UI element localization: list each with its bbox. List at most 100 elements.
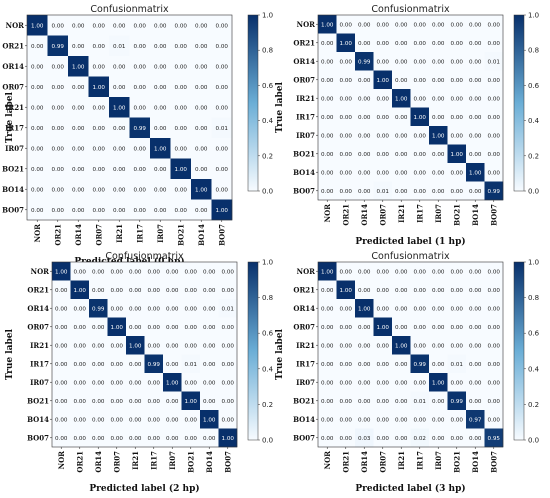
heatmap-cell <box>70 317 90 337</box>
cell-value-label: 1.00 <box>377 78 390 84</box>
cell-value-label: 0.00 <box>321 96 334 102</box>
heatmap-cell <box>447 336 467 355</box>
heatmap-cell <box>466 299 485 318</box>
cell-value-label: 0.00 <box>358 343 371 349</box>
heatmap-cell <box>373 181 393 201</box>
x-tick-label: OR14 <box>360 204 369 226</box>
cell-value-label: 0.00 <box>93 23 106 29</box>
cell-value-label: 0.00 <box>74 417 87 423</box>
heatmap-cell <box>47 35 69 57</box>
heatmap-cell <box>484 33 504 53</box>
heatmap-cell <box>466 89 485 108</box>
cell-value-label: 0.00 <box>74 269 87 275</box>
heatmap-cell <box>318 107 337 127</box>
heatmap-cell <box>484 181 504 201</box>
cell-value-label: 0.00 <box>93 44 106 50</box>
cell-value-label: 1.00 <box>216 208 229 214</box>
heatmap-cell <box>336 280 356 300</box>
heatmap-cell <box>429 428 448 448</box>
heatmap-cell <box>47 117 69 139</box>
cell-value-label: 0.99 <box>148 362 161 368</box>
heatmap-cell <box>484 336 504 355</box>
cell-value-label: 0.00 <box>395 22 408 28</box>
heatmap-cell <box>47 179 69 200</box>
cell-value-label: 0.01 <box>488 59 501 65</box>
cell-value-label: 0.00 <box>175 146 188 152</box>
cell-value-label: 0.00 <box>154 23 167 29</box>
heatmap-cell <box>27 35 48 57</box>
x-tick-label: IR21 <box>397 204 406 223</box>
heatmap-cell <box>144 428 164 448</box>
heatmap-cell <box>484 70 504 90</box>
cell-value-label: 0.00 <box>52 208 65 214</box>
heatmap-cell <box>355 163 374 182</box>
cell-value-label: 0.00 <box>469 380 482 386</box>
heatmap-cell <box>144 299 164 318</box>
heatmap-cell <box>70 428 90 448</box>
colorbar-tick-label: 0.2 <box>262 401 273 409</box>
heatmap-cell <box>218 373 238 392</box>
colorbar-tick-label: 0.4 <box>528 117 540 125</box>
cell-value-label: 0.00 <box>340 380 353 386</box>
confusion-matrix-panel-1: Confusionmatrix 1.00 0.00 0.00 0.00 0.00 0.00 0… <box>275 4 540 247</box>
heatmap-cell <box>163 373 182 392</box>
heatmap-cell <box>52 373 71 392</box>
cell-value-label: 0.00 <box>113 208 126 214</box>
heatmap-cell <box>126 336 145 355</box>
cell-value-label: 0.00 <box>469 436 482 442</box>
colorbar-tick-label: 0.2 <box>528 152 539 160</box>
heatmap-cell <box>52 299 71 318</box>
heatmap-cell <box>484 299 504 318</box>
cell-value-label: 0.00 <box>340 59 353 65</box>
heatmap-cell <box>392 317 411 337</box>
heatmap-cell <box>191 117 212 139</box>
heatmap-cell <box>373 144 393 164</box>
heatmap-cell <box>89 428 108 448</box>
heatmap-cell <box>52 280 71 300</box>
cell-value-label: 0.00 <box>451 189 464 195</box>
cell-value-label: 0.00 <box>129 288 142 294</box>
heatmap-cell <box>466 33 485 53</box>
cell-value-label: 0.00 <box>321 436 334 442</box>
cell-value-label: 0.00 <box>469 306 482 312</box>
cell-value-label: 0.00 <box>395 399 408 405</box>
heatmap-cell <box>150 179 171 200</box>
heatmap-cell <box>373 410 393 429</box>
cell-value-label: 0.00 <box>134 146 147 152</box>
cell-value-label: 0.00 <box>216 146 229 152</box>
heatmap-cell <box>447 144 467 164</box>
cell-value-label: 0.00 <box>31 44 44 50</box>
heatmap-cell <box>68 76 89 98</box>
cell-value-label: 0.00 <box>451 325 464 331</box>
heatmap-cell <box>200 373 219 392</box>
heatmap-cell <box>466 107 485 127</box>
heatmap-cell <box>392 280 411 300</box>
heatmap-cell <box>218 354 238 374</box>
heatmap-cell <box>170 35 192 57</box>
heatmap-cell <box>355 181 374 201</box>
cell-value-label: 0.00 <box>451 115 464 121</box>
colorbar-tick-label: 1.0 <box>262 12 273 20</box>
heatmap-cell <box>191 138 212 159</box>
cell-value-label: 0.00 <box>203 362 216 368</box>
cell-value-label: 0.00 <box>216 64 229 70</box>
cell-value-label: 0.00 <box>203 399 216 405</box>
heatmap-cell <box>410 144 430 164</box>
heatmap-cell <box>191 158 212 180</box>
y-tick-label: BO07 <box>293 186 315 195</box>
heatmap-cell <box>373 262 393 281</box>
heatmap-cell <box>27 199 48 221</box>
cell-value-label: 0.00 <box>175 187 188 193</box>
heatmap-cell <box>107 299 127 318</box>
cell-value-label: 0.00 <box>395 170 408 176</box>
heatmap-cell <box>47 158 69 180</box>
heatmap-cell <box>68 97 89 118</box>
cell-value-label: 0.00 <box>414 78 427 84</box>
cell-value-label: 0.01 <box>216 126 229 132</box>
heatmap-cell <box>373 52 393 71</box>
y-tick-label: OR21 <box>293 38 315 47</box>
y-tick-label: BO14 <box>293 415 315 424</box>
cell-value-label: 0.00 <box>52 167 65 173</box>
cell-value-label: 1.00 <box>321 22 334 28</box>
cell-value-label: 0.00 <box>55 399 68 405</box>
